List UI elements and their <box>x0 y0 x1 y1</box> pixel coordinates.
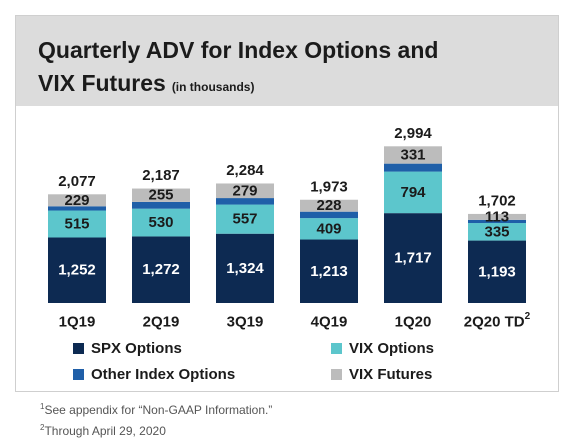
bar-other-index-options-1q20 <box>384 163 442 172</box>
bar-label-spx-options-3q19: 1,324 <box>226 260 264 277</box>
bar-label-spx-options-4q19: 1,213 <box>310 263 348 280</box>
bar-spx-options-1q20 <box>384 213 442 303</box>
bar-vix-options-3q19 <box>216 204 274 234</box>
title-line-2: VIX Futures <box>38 70 166 96</box>
bar-spx-options-1q19 <box>48 237 106 303</box>
footnote-2: 2Through April 29, 2020 <box>40 419 272 440</box>
bar-spx-options-3q19 <box>216 233 274 303</box>
bar-other-index-options-2q19 <box>132 201 190 209</box>
total-label-1q20: 2,994 <box>394 125 432 142</box>
bar-vix-futures-1q20 <box>384 146 442 164</box>
bar-label-vix-options-2q20-td: 335 <box>484 223 509 240</box>
category-label-2q19: 2Q19 <box>143 314 180 331</box>
category-label-1q20: 1Q20 <box>395 314 432 331</box>
footnote-1: 1See appendix for “Non-GAAP Information.… <box>40 398 272 419</box>
footnote-1-text: See appendix for “Non-GAAP Information.” <box>44 403 273 417</box>
category-label-1q19: 1Q19 <box>59 314 96 331</box>
category-label-4q19: 4Q19 <box>311 314 348 331</box>
chart-panel: Quarterly ADV for Index Options and VIX … <box>15 15 559 392</box>
bar-label-vix-options-2q19: 530 <box>148 214 173 231</box>
bar-label-spx-options-2q20-td: 1,193 <box>478 263 516 280</box>
legend-swatch-spx <box>73 343 84 354</box>
title-unit: (in thousands) <box>171 80 255 94</box>
bar-label-vix-futures-1q20: 331 <box>400 146 425 163</box>
title-line-1: Quarterly ADV for Index Options and <box>38 37 439 63</box>
legend-vix-futures: VIX Futures <box>331 366 432 383</box>
bar-label-vix-futures-1q19: 229 <box>64 192 89 209</box>
bar-spx-options-4q19 <box>300 239 358 303</box>
total-label-2q19: 2,187 <box>142 167 180 184</box>
stacked-bar-chart: 1,252 515 229 2,077 1Q19 1,272 530 255 2,187 2Q19… <box>48 125 531 331</box>
legend-label-vix-options: VIX Options <box>349 340 435 357</box>
legend-swatch-other-index <box>73 369 84 380</box>
total-label-2q20-td: 1,702 <box>478 192 516 209</box>
legend-label-vix-futures: VIX Futures <box>349 366 433 383</box>
total-label-1q19: 2,077 <box>58 173 96 190</box>
bar-vix-futures-3q19 <box>216 183 274 199</box>
bar-label-vix-futures-2q20-td: 113 <box>485 208 509 225</box>
bar-vix-options-1q19 <box>48 210 106 238</box>
bar-vix-futures-2q19 <box>132 188 190 202</box>
bar-vix-futures-4q19 <box>300 199 358 212</box>
bar-label-vix-options-4q19: 409 <box>316 220 341 237</box>
title-band: Quarterly ADV for Index Options and VIX … <box>16 16 558 106</box>
footnote-1-mark: 1 <box>40 402 45 411</box>
bar-vix-options-4q19 <box>300 218 358 240</box>
legend-swatch-vix-options <box>331 343 342 354</box>
bar-label-spx-options-2q19: 1,272 <box>142 261 180 278</box>
bar-other-index-options-3q19 <box>216 198 274 205</box>
bar-label-vix-futures-4q19: 228 <box>316 197 341 214</box>
bar-vix-options-2q20-td <box>468 223 526 241</box>
legend-other-index-options: Other Index Options <box>73 366 235 383</box>
bar-spx-options-2q19 <box>132 236 190 303</box>
bar-vix-futures-1q19 <box>48 194 106 207</box>
bar-label-vix-futures-3q19: 279 <box>232 182 257 199</box>
bar-other-index-options-1q19 <box>48 206 106 211</box>
bar-vix-options-1q20 <box>384 171 442 214</box>
total-label-4q19: 1,973 <box>310 178 348 195</box>
footnote-2-mark: 2 <box>40 423 45 432</box>
bar-label-vix-options-1q19: 515 <box>64 216 89 233</box>
legend-spx-options: SPX Options <box>73 340 182 357</box>
bar-spx-options-2q20-td <box>468 240 526 303</box>
total-label-3q19: 2,284 <box>226 162 264 179</box>
bar-other-index-options-4q19 <box>300 211 358 219</box>
legend-label-spx: SPX Options <box>91 340 182 357</box>
footnotes: 1See appendix for “Non-GAAP Information.… <box>40 398 272 440</box>
bar-other-index-options-2q20-td <box>468 219 526 224</box>
category-label-3q19: 3Q19 <box>227 314 264 331</box>
chart-title: Quarterly ADV for Index Options and VIX … <box>38 34 538 104</box>
legend-swatch-vix-futures <box>331 369 342 380</box>
bar-vix-futures-2q20-td <box>468 213 526 220</box>
legend-label-other-index: Other Index Options <box>91 366 236 383</box>
bar-label-vix-options-3q19: 557 <box>232 211 257 228</box>
bar-vix-options-2q19 <box>132 208 190 237</box>
category-superscript-2q20-td: 2 <box>525 311 531 322</box>
bar-label-vix-futures-2q19: 255 <box>148 187 173 204</box>
legend-vix-options: VIX Options <box>331 340 434 357</box>
category-label-2q20-td: 2Q20 TD2 <box>464 311 531 331</box>
bar-label-vix-options-1q20: 794 <box>400 184 426 201</box>
footnote-2-text: Through April 29, 2020 <box>44 424 166 438</box>
bar-label-spx-options-1q19: 1,252 <box>58 262 96 279</box>
bar-label-spx-options-1q20: 1,717 <box>394 250 432 267</box>
